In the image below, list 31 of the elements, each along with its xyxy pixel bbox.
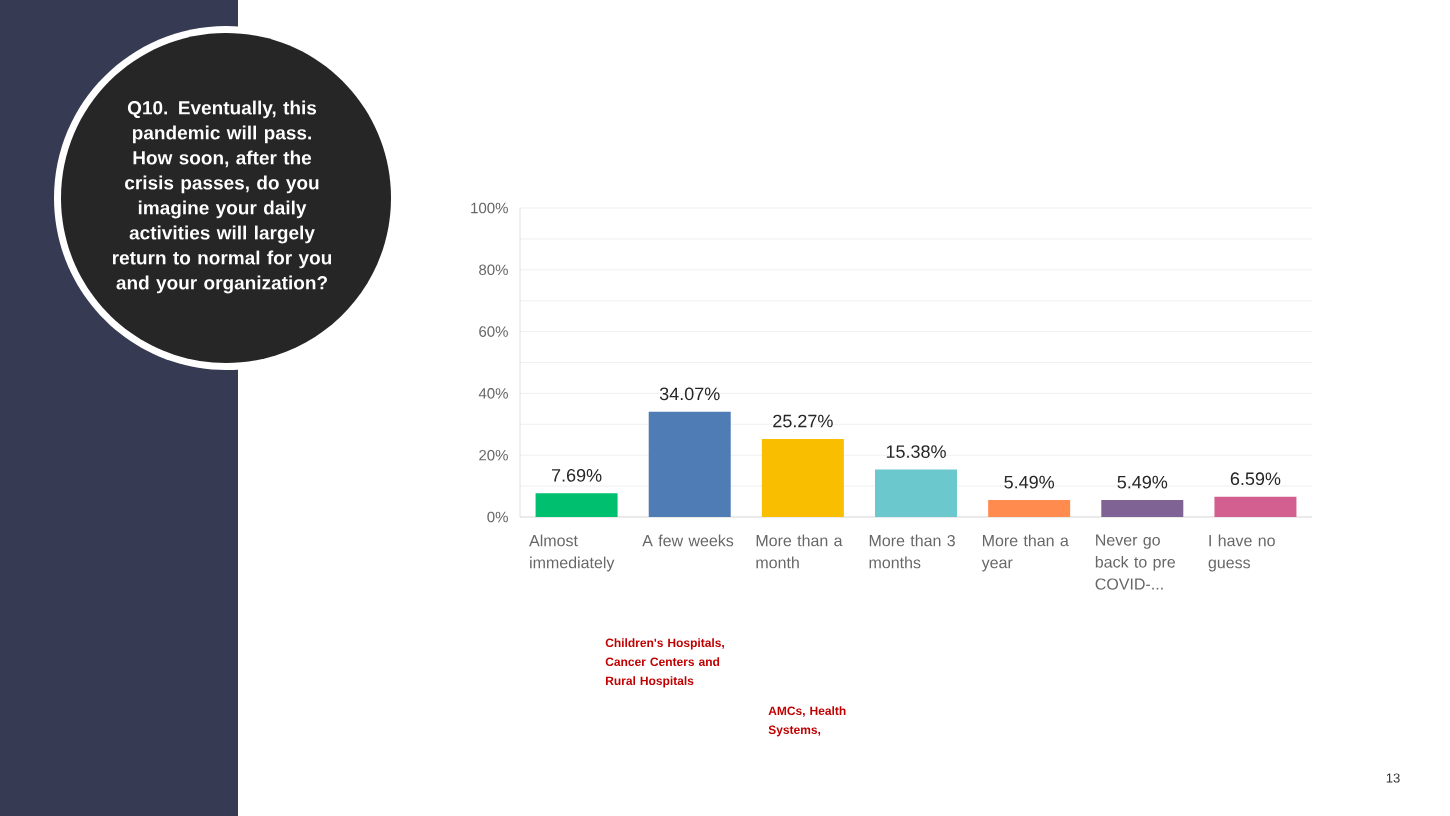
y-tick-label: 100% <box>471 202 508 214</box>
x-tick-label: Almost immediately <box>529 534 615 572</box>
data-label: 5.49% <box>1117 475 1168 489</box>
y-tick-label: 20% <box>479 449 508 461</box>
bar <box>761 438 844 518</box>
x-tick-label: More than 3 months <box>869 534 955 569</box>
text: Q10. Eventually, this pandemic will pass. How soon, after the crisis passes, do you imagine your daily activities will largely return to normal for you and your organization? <box>112 100 332 294</box>
bar <box>535 493 618 518</box>
x-tick-label: More than a month <box>756 534 843 569</box>
bar <box>875 469 958 518</box>
y-tick-label: 80% <box>479 264 508 276</box>
x-tick-label: More than a year <box>981 534 1069 572</box>
y-tick-label: 60% <box>479 326 508 337</box>
text: AMCs, Health Systems, <box>768 706 846 737</box>
bar <box>1214 496 1297 518</box>
data-label: 34.07% <box>659 387 720 401</box>
bar <box>988 500 1071 518</box>
y-tick-label: 0% <box>487 511 508 523</box>
data-label: 5.49% <box>1004 475 1055 489</box>
data-label: 15.38% <box>886 445 946 458</box>
x-tick-label: Never go back to pre COVID-... <box>1095 534 1175 590</box>
text: 13 <box>1386 773 1400 783</box>
data-label: 25.27% <box>773 414 833 428</box>
data-label: 7.69% <box>551 468 602 482</box>
y-tick-label: 40% <box>478 388 508 399</box>
bar <box>1101 500 1184 518</box>
data-label: 6.59% <box>1230 472 1281 486</box>
text: Children's Hospitals, Cancer Centers and Rural Hospitals <box>605 638 724 688</box>
bar <box>648 411 731 518</box>
x-tick-label: A few weeks <box>642 534 734 547</box>
x-tick-label: I have no guess <box>1208 534 1275 572</box>
